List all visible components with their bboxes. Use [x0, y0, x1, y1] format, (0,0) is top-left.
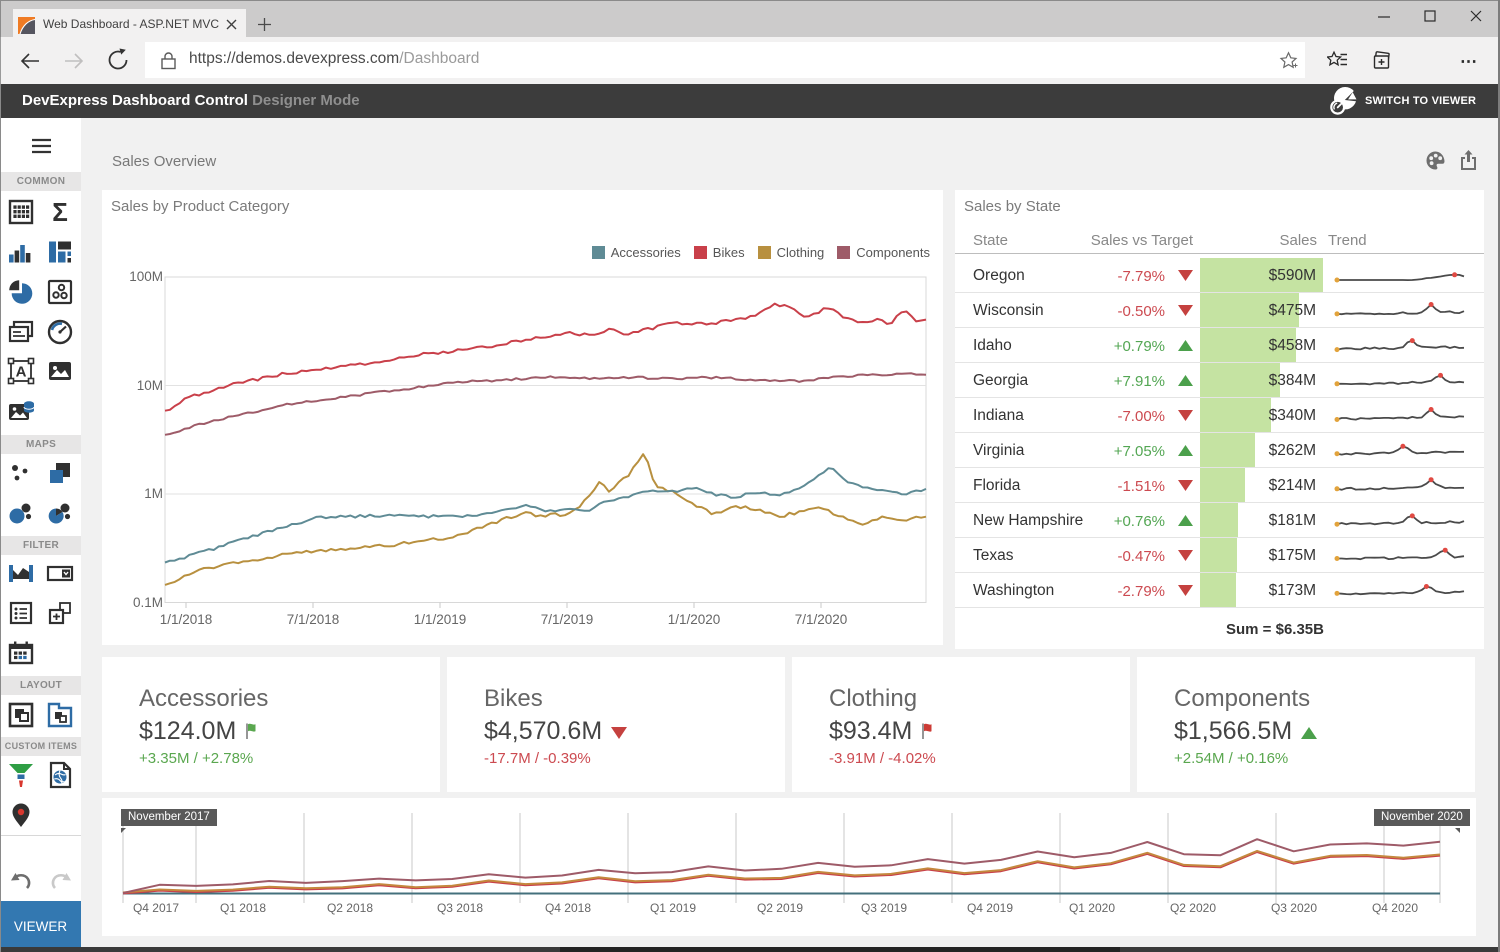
svg-text:Σ: Σ	[52, 198, 68, 226]
svg-text:A: A	[16, 364, 27, 381]
